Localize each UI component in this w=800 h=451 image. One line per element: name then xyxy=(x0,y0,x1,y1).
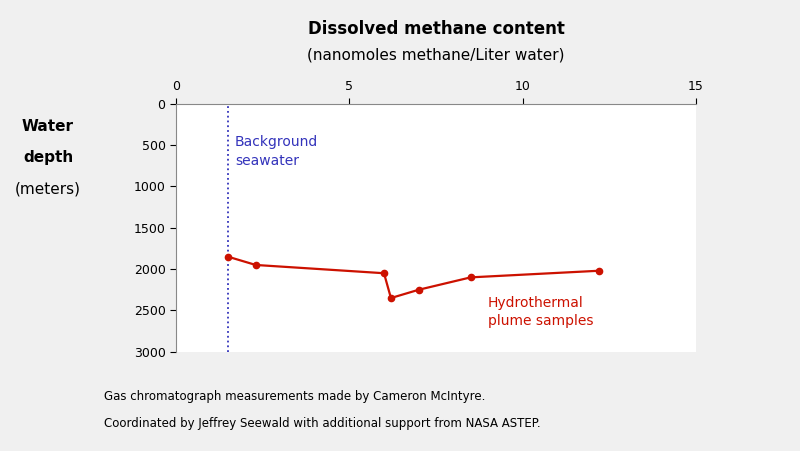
Text: Background
seawater: Background seawater xyxy=(235,135,318,168)
Text: Water: Water xyxy=(22,119,74,134)
Text: depth: depth xyxy=(23,150,73,166)
Text: Dissolved methane content: Dissolved methane content xyxy=(307,20,565,38)
Text: Gas chromatograph measurements made by Cameron McIntyre.: Gas chromatograph measurements made by C… xyxy=(104,390,486,403)
Text: Hydrothermal
plume samples: Hydrothermal plume samples xyxy=(488,295,594,328)
Text: Coordinated by Jeffrey Seewald with additional support from NASA ASTEP.: Coordinated by Jeffrey Seewald with addi… xyxy=(104,417,541,430)
Text: (nanomoles methane/Liter water): (nanomoles methane/Liter water) xyxy=(307,47,565,62)
Text: (meters): (meters) xyxy=(15,182,81,197)
